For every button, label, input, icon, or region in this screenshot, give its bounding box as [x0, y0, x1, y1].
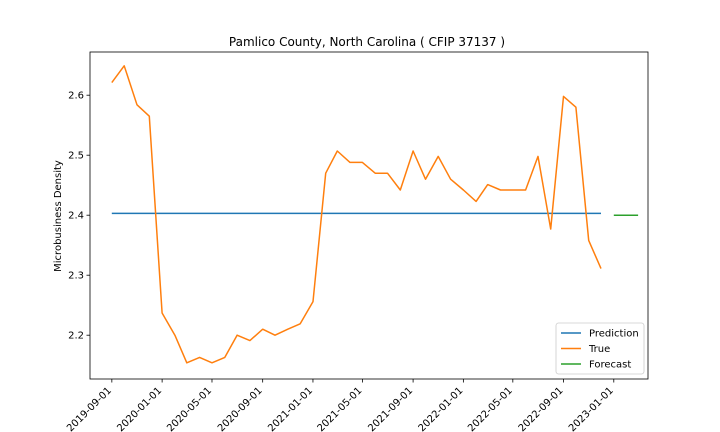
x-tick-label: 2021-01-01	[266, 385, 315, 432]
series-line-true	[111, 65, 602, 364]
x-tick-label: 2020-01-01	[115, 385, 164, 432]
x-tick-label: 2021-05-01	[316, 385, 365, 432]
legend-label: True	[588, 344, 610, 355]
legend: Prediction True Forecast	[555, 322, 645, 375]
y-tick-label: 2.4	[68, 211, 84, 222]
y-axis-title: Microbusiness Density	[53, 160, 64, 272]
y-tick-label: 2.5	[68, 151, 84, 162]
series-layer	[111, 65, 639, 364]
legend-box	[555, 322, 645, 375]
legend-label: Prediction	[589, 329, 639, 340]
y-tick-label: 2.6	[68, 91, 84, 102]
x-tick-label: 2020-09-01	[216, 385, 265, 432]
x-axis: 2019-09-01 2020-01-01 2020-05-01 2020-09-01…	[65, 379, 616, 432]
y-axis: 2.2 2.3 2.4 2.5 2.6	[68, 91, 90, 342]
x-tick-label: 2023-01-01	[567, 385, 616, 432]
x-tick-label: 2021-09-01	[366, 385, 415, 432]
legend-label: Forecast	[589, 360, 631, 371]
x-tick-label: 2020-05-01	[165, 385, 214, 432]
x-tick-label: 2022-05-01	[466, 385, 515, 432]
x-tick-label: 2022-01-01	[417, 385, 466, 432]
x-tick-label: 2022-09-01	[517, 385, 566, 432]
y-tick-label: 2.2	[68, 331, 84, 342]
y-tick-label: 2.3	[68, 271, 84, 282]
x-tick-label: 2019-09-01	[65, 385, 114, 432]
chart-title: Pamlico County, North Carolina ( CFIP 37…	[229, 35, 505, 49]
